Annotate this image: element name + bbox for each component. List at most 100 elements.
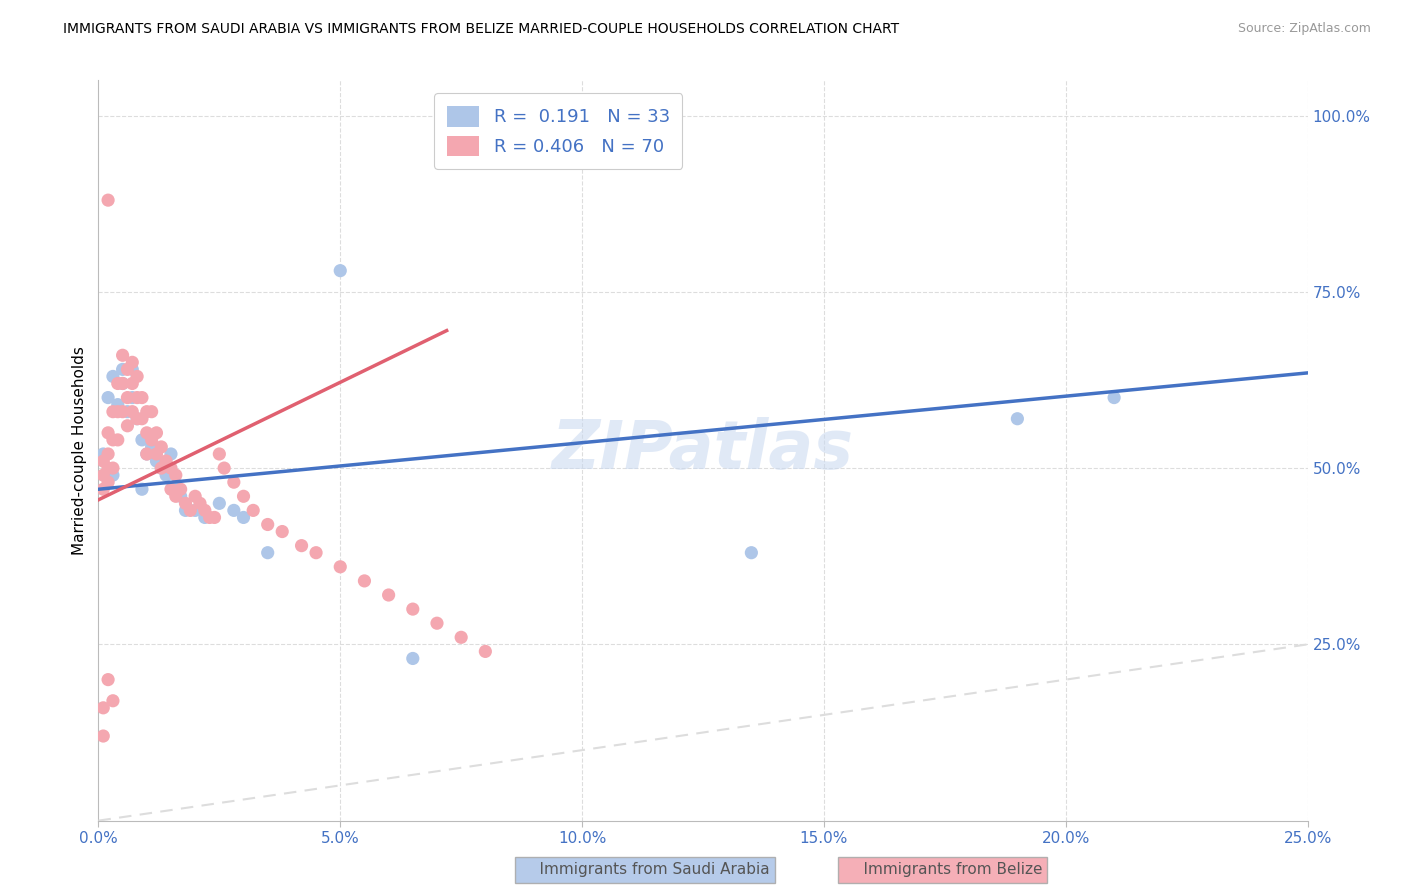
Point: [121, 376, 143, 391]
Point: [107, 376, 129, 391]
Point: [165, 482, 187, 496]
Point: [97, 193, 120, 207]
Point: [198, 510, 221, 524]
Point: [131, 391, 153, 405]
Point: [117, 362, 139, 376]
Point: [160, 447, 183, 461]
Text: Source: ZipAtlas.com: Source: ZipAtlas.com: [1237, 22, 1371, 36]
Point: [101, 468, 124, 483]
Point: [91, 454, 114, 468]
Point: [256, 546, 278, 560]
Point: [204, 510, 226, 524]
Point: [1007, 411, 1029, 425]
Point: [174, 496, 197, 510]
Point: [305, 546, 328, 560]
Text: Immigrants from Belize: Immigrants from Belize: [844, 863, 1042, 877]
Point: [222, 503, 245, 517]
Point: [91, 482, 114, 496]
Point: [232, 510, 254, 524]
Point: [135, 447, 157, 461]
Point: [121, 391, 143, 405]
Point: [97, 425, 120, 440]
Point: [111, 362, 134, 376]
Point: [131, 433, 153, 447]
Point: [131, 411, 153, 425]
Point: [127, 411, 149, 425]
Point: [141, 440, 163, 454]
Point: [740, 546, 762, 560]
Point: [188, 496, 211, 510]
Point: [194, 510, 217, 524]
Point: [127, 391, 149, 405]
Point: [271, 524, 294, 539]
Point: [135, 425, 157, 440]
Point: [97, 673, 120, 687]
Point: [232, 489, 254, 503]
Point: [212, 461, 235, 475]
Point: [160, 461, 183, 475]
Point: [97, 475, 120, 490]
Point: [121, 362, 143, 376]
Point: [111, 376, 134, 391]
Point: [450, 630, 472, 644]
Point: [169, 489, 191, 503]
Point: [135, 447, 157, 461]
Point: [97, 391, 120, 405]
Point: [91, 701, 114, 715]
Point: [150, 461, 173, 475]
Point: [107, 398, 129, 412]
Point: [474, 644, 496, 658]
Point: [165, 489, 187, 503]
Point: [208, 496, 231, 510]
Text: IMMIGRANTS FROM SAUDI ARABIA VS IMMIGRANTS FROM BELIZE MARRIED-COUPLE HOUSEHOLDS: IMMIGRANTS FROM SAUDI ARABIA VS IMMIGRAN…: [63, 22, 900, 37]
Point: [242, 503, 264, 517]
Point: [402, 602, 425, 616]
Point: [402, 651, 425, 665]
Point: [91, 729, 114, 743]
Legend: R =  0.191   N = 33, R = 0.406   N = 70: R = 0.191 N = 33, R = 0.406 N = 70: [434, 93, 682, 169]
Point: [127, 411, 149, 425]
Point: [256, 517, 278, 532]
Point: [184, 489, 207, 503]
Point: [426, 616, 449, 631]
Point: [135, 405, 157, 419]
Point: [184, 503, 207, 517]
Point: [91, 468, 114, 483]
Point: [150, 440, 173, 454]
Point: [290, 539, 312, 553]
Point: [155, 454, 177, 468]
Point: [222, 475, 245, 490]
Point: [165, 468, 187, 483]
Point: [117, 405, 139, 419]
Y-axis label: Married-couple Households: Married-couple Households: [72, 346, 87, 555]
Point: [97, 461, 120, 475]
Point: [141, 405, 163, 419]
Point: [111, 376, 134, 391]
Point: [329, 559, 352, 574]
Point: [174, 503, 197, 517]
Point: [117, 391, 139, 405]
Point: [194, 503, 217, 517]
Point: [169, 482, 191, 496]
Text: Immigrants from Saudi Arabia: Immigrants from Saudi Arabia: [520, 863, 770, 877]
Point: [208, 447, 231, 461]
Point: [107, 433, 129, 447]
Point: [91, 447, 114, 461]
Point: [107, 405, 129, 419]
Point: [111, 348, 134, 362]
Point: [1102, 391, 1125, 405]
Point: [160, 482, 183, 496]
Point: [145, 454, 167, 468]
Point: [127, 369, 149, 384]
Point: [117, 418, 139, 433]
Point: [131, 482, 153, 496]
Point: [179, 503, 201, 517]
Point: [101, 405, 124, 419]
Point: [145, 425, 167, 440]
Point: [121, 405, 143, 419]
Point: [121, 355, 143, 369]
Point: [111, 405, 134, 419]
Text: ZIPatlas: ZIPatlas: [553, 417, 853, 483]
Point: [101, 369, 124, 384]
Point: [141, 433, 163, 447]
